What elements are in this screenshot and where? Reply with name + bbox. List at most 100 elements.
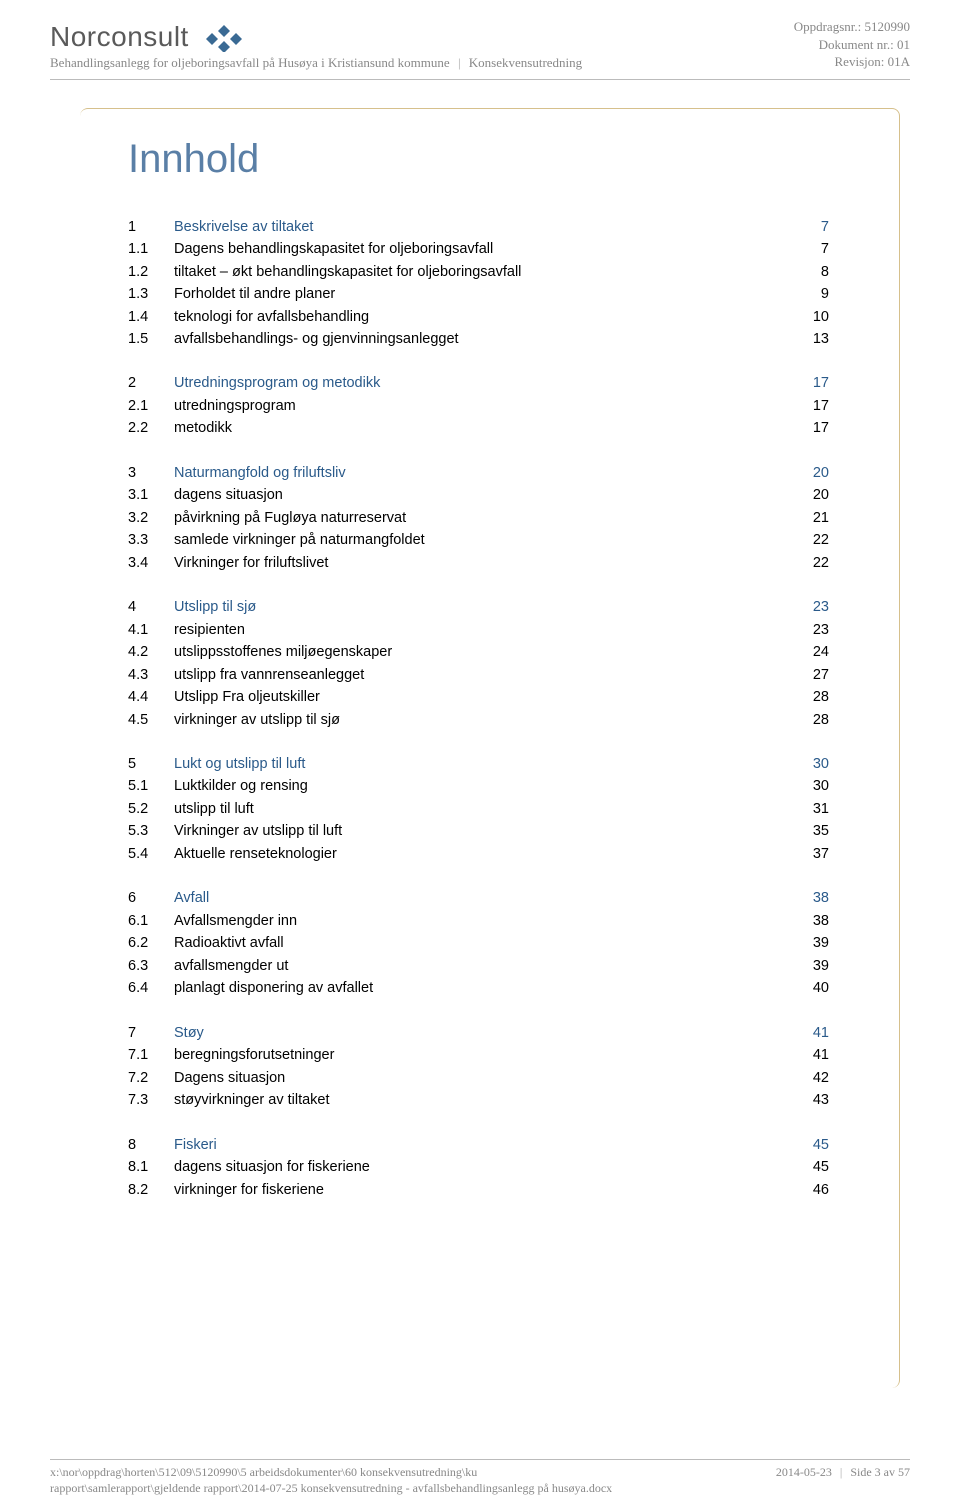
toc-left: 6.4planlagt disponering av avfallet xyxy=(128,977,373,999)
toc-left: 7.1beregningsforutsetninger xyxy=(128,1044,334,1066)
toc-left: 1.1Dagens behandlingskapasitet for oljeb… xyxy=(128,238,493,260)
toc-row: 3.3samlede virkninger på naturmangfoldet… xyxy=(128,529,829,551)
toc-row: 5.3Virkninger av utslipp til luft35 xyxy=(128,820,829,842)
toc-row: 1.4teknologi for avfallsbehandling 10 xyxy=(128,306,829,328)
toc-row: 8Fiskeri45 xyxy=(128,1134,829,1156)
toc-number: 3.4 xyxy=(128,552,174,574)
toc-page: 24 xyxy=(793,641,829,663)
toc-row: 1.5avfallsbehandlings- og gjenvinningsan… xyxy=(128,328,829,350)
toc-text: utslipp til luft xyxy=(174,798,254,820)
header-subtitle-right: Konsekvensutredning xyxy=(469,55,582,70)
toc-text: beregningsforutsetninger xyxy=(174,1044,334,1066)
toc-page: 41 xyxy=(793,1044,829,1066)
toc-page: 46 xyxy=(793,1179,829,1201)
toc-number: 4.2 xyxy=(128,641,174,663)
toc-left: 7.3støyvirkninger av tiltaket xyxy=(128,1089,330,1111)
logo-mark-icon xyxy=(199,22,249,52)
toc-text: dagens situasjon xyxy=(174,484,283,506)
toc-page: 37 xyxy=(793,843,829,865)
header-rule-wrap xyxy=(0,79,960,80)
toc-row: 5.1Luktkilder og rensing30 xyxy=(128,775,829,797)
toc-left: 4.2utslippsstoffenes miljøegenskaper xyxy=(128,641,392,663)
toc-number: 7 xyxy=(128,1022,174,1044)
toc-page: 43 xyxy=(793,1089,829,1111)
toc-left: 6.1Avfallsmengder inn xyxy=(128,910,297,932)
toc-row: 4.3utslipp fra vannrenseanlegget27 xyxy=(128,664,829,686)
meta-dokument: Dokument nr.: 01 xyxy=(794,36,910,54)
toc-text: utslippsstoffenes miljøegenskaper xyxy=(174,641,392,663)
header-subtitle: Behandlingsanlegg for oljeboringsavfall … xyxy=(50,55,582,71)
toc-number: 6.1 xyxy=(128,910,174,932)
toc-text: metodikk xyxy=(174,417,232,439)
toc-text: samlede virkninger på naturmangfoldet xyxy=(174,529,425,551)
toc-left: 6.2Radioaktivt avfall xyxy=(128,932,284,954)
toc-page: 22 xyxy=(793,529,829,551)
footer-path: x:\nor\oppdrag\horten\512\09\5120990\5 a… xyxy=(50,1464,612,1496)
toc-text: Radioaktivt avfall xyxy=(174,932,284,954)
header-subtitle-left: Behandlingsanlegg for oljeboringsavfall … xyxy=(50,55,450,70)
toc-left: 4.5virkninger av utslipp til sjø xyxy=(128,709,340,731)
toc-page: 45 xyxy=(793,1156,829,1178)
toc-page: 10 xyxy=(793,306,829,328)
toc-number: 5.1 xyxy=(128,775,174,797)
toc-text: Lukt og utslipp til luft xyxy=(174,753,305,775)
toc-number: 6.3 xyxy=(128,955,174,977)
toc-number: 5 xyxy=(128,753,174,775)
toc-page: 13 xyxy=(793,328,829,350)
toc-row: 6.1Avfallsmengder inn 38 xyxy=(128,910,829,932)
toc-text: dagens situasjon for fiskeriene xyxy=(174,1156,370,1178)
page-header: Norconsult Behandlingsanlegg for oljebor… xyxy=(0,0,960,77)
toc-number: 4.3 xyxy=(128,664,174,686)
toc-text: Avfallsmengder inn xyxy=(174,910,297,932)
toc-text: tiltaket – økt behandlingskapasitet for … xyxy=(174,261,521,283)
toc-row: 1.2tiltaket – økt behandlingskapasitet f… xyxy=(128,261,829,283)
toc-page: 20 xyxy=(793,484,829,506)
toc-left: 4.3utslipp fra vannrenseanlegget xyxy=(128,664,364,686)
footer-rule xyxy=(50,1459,910,1460)
toc-row: 8.1dagens situasjon for fiskeriene45 xyxy=(128,1156,829,1178)
table-of-contents: 1Beskrivelse av tiltaket71.1Dagens behan… xyxy=(128,216,829,1201)
toc-row: 8.2virkninger for fiskeriene 46 xyxy=(128,1179,829,1201)
toc-page: 40 xyxy=(793,977,829,999)
content-card: Innhold 1Beskrivelse av tiltaket71.1Dage… xyxy=(80,108,900,1388)
toc-number: 5.4 xyxy=(128,843,174,865)
toc-number: 4.5 xyxy=(128,709,174,731)
toc-number: 6.2 xyxy=(128,932,174,954)
toc-row: 3.2påvirkning på Fugløya naturreservat21 xyxy=(128,507,829,529)
toc-page: 39 xyxy=(793,955,829,977)
toc-row: 7.3støyvirkninger av tiltaket 43 xyxy=(128,1089,829,1111)
footer-path-line1: x:\nor\oppdrag\horten\512\09\5120990\5 a… xyxy=(50,1464,612,1480)
toc-number: 7.1 xyxy=(128,1044,174,1066)
toc-number: 6.4 xyxy=(128,977,174,999)
toc-number: 5.2 xyxy=(128,798,174,820)
toc-row: 7.1beregningsforutsetninger 41 xyxy=(128,1044,829,1066)
toc-page: 30 xyxy=(793,753,829,775)
toc-row: 5.4Aktuelle renseteknologier 37 xyxy=(128,843,829,865)
toc-text: Avfall xyxy=(174,887,209,909)
toc-number: 2 xyxy=(128,372,174,394)
toc-group: 7Støy417.1beregningsforutsetninger417.2D… xyxy=(128,1022,829,1112)
toc-text: virkninger for fiskeriene xyxy=(174,1179,324,1201)
toc-left: 1.5avfallsbehandlings- og gjenvinningsan… xyxy=(128,328,459,350)
toc-left: 8.2virkninger for fiskeriene xyxy=(128,1179,324,1201)
toc-group: 4Utslipp til sjø234.1resipienten234.2uts… xyxy=(128,596,829,731)
toc-text: resipienten xyxy=(174,619,245,641)
toc-group: 6Avfall386.1Avfallsmengder inn386.2Radio… xyxy=(128,887,829,999)
toc-left: 5.4Aktuelle renseteknologier xyxy=(128,843,337,865)
toc-number: 1.3 xyxy=(128,283,174,305)
toc-left: 2.2metodikk xyxy=(128,417,232,439)
toc-number: 1.4 xyxy=(128,306,174,328)
toc-page: 7 xyxy=(801,216,829,238)
toc-number: 5.3 xyxy=(128,820,174,842)
toc-page: 38 xyxy=(793,910,829,932)
footer-row: x:\nor\oppdrag\horten\512\09\5120990\5 a… xyxy=(50,1464,910,1496)
toc-left: 5.2utslipp til luft xyxy=(128,798,254,820)
toc-text: Fiskeri xyxy=(174,1134,217,1156)
toc-text: teknologi for avfallsbehandling xyxy=(174,306,369,328)
toc-text: planlagt disponering av avfallet xyxy=(174,977,373,999)
toc-number: 8.2 xyxy=(128,1179,174,1201)
toc-text: Virkninger for friluftslivet xyxy=(174,552,328,574)
toc-group: 5Lukt og utslipp til luft 305.1Luktkilder… xyxy=(128,753,829,865)
toc-page: 17 xyxy=(793,372,829,394)
toc-page: 21 xyxy=(793,507,829,529)
